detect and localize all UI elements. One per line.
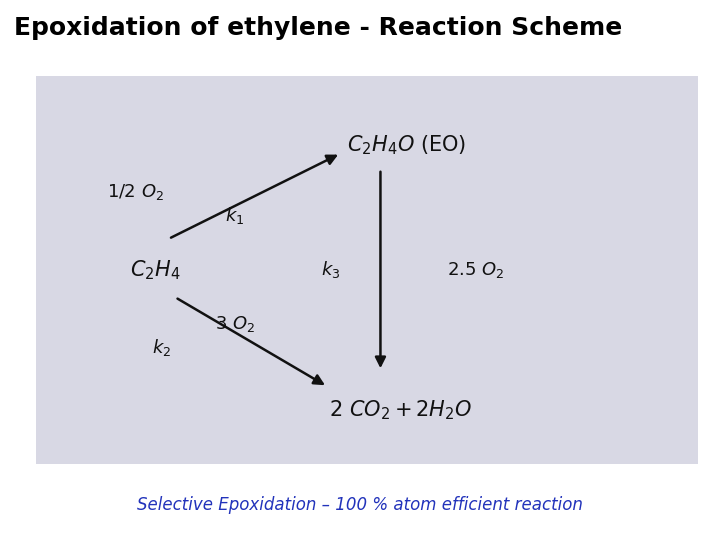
- Text: Selective Epoxidation – 100 % atom efficient reaction: Selective Epoxidation – 100 % atom effic…: [137, 496, 583, 514]
- Text: $C_2H_4O$ (EO): $C_2H_4O$ (EO): [347, 134, 467, 157]
- Text: $k_1$: $k_1$: [225, 205, 244, 226]
- Text: $2\ CO_2 + 2H_2O$: $2\ CO_2 + 2H_2O$: [329, 398, 472, 422]
- Text: Epoxidation of ethylene - Reaction Scheme: Epoxidation of ethylene - Reaction Schem…: [14, 16, 623, 40]
- Text: $C_2H_4$: $C_2H_4$: [130, 258, 181, 282]
- Text: $2.5\ O_2$: $2.5\ O_2$: [446, 260, 504, 280]
- Text: $k_3$: $k_3$: [321, 260, 341, 280]
- Text: $3\ O_2$: $3\ O_2$: [215, 314, 255, 334]
- Text: $1/2\ O_2$: $1/2\ O_2$: [107, 182, 164, 202]
- Text: $k_2$: $k_2$: [152, 338, 171, 358]
